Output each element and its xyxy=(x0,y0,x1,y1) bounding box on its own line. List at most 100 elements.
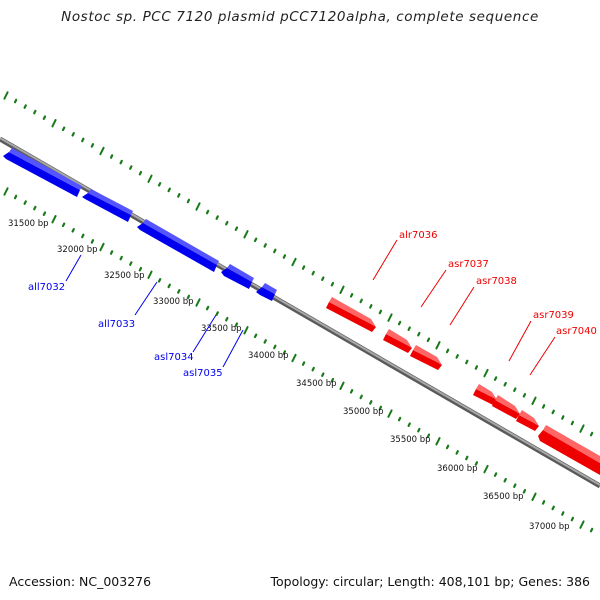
bp-label: 34000 bp xyxy=(248,351,289,361)
gene-label-asr7038[interactable]: asr7038 xyxy=(476,276,517,287)
tick-mark xyxy=(541,404,546,409)
tick-mark xyxy=(61,126,66,132)
gene-label-asl7034[interactable]: asl7034 xyxy=(154,352,194,363)
gene-arrow-asr7038[interactable] xyxy=(410,345,442,370)
tick-mark xyxy=(493,376,498,381)
bp-label: 32500 bp xyxy=(104,271,145,281)
gene-label-asr7037[interactable]: asr7037 xyxy=(448,259,489,270)
tick-mark xyxy=(225,316,229,322)
gene-arrow-next[interactable] xyxy=(538,425,600,475)
tick-mark xyxy=(311,366,315,372)
gene-arrow-all7032[interactable] xyxy=(3,148,82,197)
map-title: Nostoc sp. PCC 7120 plasmid pCC7120alpha… xyxy=(61,9,539,25)
tick-mark xyxy=(435,437,441,446)
tick-mark xyxy=(167,283,171,289)
tick-mark xyxy=(455,450,459,455)
tick-mark xyxy=(330,377,335,383)
tick-mark xyxy=(234,322,239,327)
tick-mark xyxy=(435,341,441,350)
tick-mark xyxy=(129,165,133,170)
bp-label: 35000 bp xyxy=(343,407,384,417)
tick-mark xyxy=(407,422,411,427)
forward-strand-genes xyxy=(326,297,600,475)
tick-mark xyxy=(397,416,402,422)
tick-mark xyxy=(157,278,162,283)
tick-mark xyxy=(369,400,373,405)
gene-label-asr7040[interactable]: asr7040 xyxy=(556,326,597,337)
tick-mark xyxy=(407,326,411,331)
tick-mark xyxy=(234,226,239,231)
tick-mark xyxy=(99,146,105,156)
gene-arrow-asr7039[interactable] xyxy=(473,384,497,405)
gene-arrow-asl7035[interactable] xyxy=(256,283,277,301)
tick-mark xyxy=(369,304,373,309)
tick-mark xyxy=(282,350,287,355)
tick-mark xyxy=(13,194,18,200)
tick-mark xyxy=(253,237,258,243)
gene-label-asr7039[interactable]: asr7039 xyxy=(533,310,574,321)
gene-arrow-all7033b[interactable] xyxy=(137,219,219,272)
gene-label-all7033[interactable]: all7033 xyxy=(98,319,135,330)
tick-mark xyxy=(561,415,565,420)
tick-mark xyxy=(417,427,421,433)
tick-mark xyxy=(33,205,37,211)
tick-mark xyxy=(522,393,527,398)
tick-mark xyxy=(301,361,306,366)
gene-arrow-all7033[interactable] xyxy=(82,189,133,222)
gene-label-asl7035[interactable]: asl7035 xyxy=(183,368,223,379)
tick-mark xyxy=(321,276,325,281)
tick-mark xyxy=(3,91,9,100)
tick-mark xyxy=(90,239,95,244)
tick-mark xyxy=(195,202,201,211)
tick-mark xyxy=(81,137,85,143)
tick-mark xyxy=(273,344,277,350)
tick-mark xyxy=(177,193,181,198)
gene-label-alr7036[interactable]: alr7036 xyxy=(399,230,437,241)
tick-mark xyxy=(177,289,181,294)
tick-mark xyxy=(109,154,114,159)
bp-label: 36000 bp xyxy=(437,464,478,474)
tick-mark xyxy=(541,500,546,505)
tick-mark xyxy=(579,424,585,433)
tick-mark xyxy=(513,387,517,392)
lower-tick-track xyxy=(3,187,594,533)
gene-arrow-alr7036[interactable] xyxy=(326,297,376,332)
tick-mark xyxy=(157,182,162,187)
tick-mark xyxy=(493,472,498,477)
tick-mark xyxy=(551,505,555,511)
tick-mark xyxy=(503,477,507,483)
gene-arrow-asr7040[interactable] xyxy=(516,410,539,431)
tick-mark xyxy=(3,187,9,196)
tick-mark xyxy=(426,433,431,439)
tick-mark xyxy=(474,461,479,466)
tick-mark xyxy=(397,320,402,326)
bp-label: 34500 bp xyxy=(296,379,337,389)
tick-mark xyxy=(387,313,393,322)
tick-mark xyxy=(349,389,354,394)
tick-mark xyxy=(339,381,345,390)
tick-mark xyxy=(522,489,527,494)
tick-mark xyxy=(483,368,489,378)
tick-mark xyxy=(119,159,123,165)
gene-label-all7032[interactable]: all7032 xyxy=(28,282,65,293)
tick-mark xyxy=(445,444,450,450)
tick-mark xyxy=(417,331,421,337)
bp-label: 33500 bp xyxy=(201,324,242,334)
tick-mark xyxy=(215,311,219,316)
bp-label: 35500 bp xyxy=(390,435,431,445)
bp-label: 36500 bp xyxy=(483,492,524,502)
tick-mark xyxy=(33,109,37,115)
tick-mark xyxy=(301,265,306,270)
tick-mark xyxy=(321,372,325,377)
tick-mark xyxy=(349,293,354,298)
gene-arrow-asr7037[interactable] xyxy=(383,329,412,353)
tick-mark xyxy=(465,359,469,365)
tick-mark xyxy=(205,305,210,311)
gene-arrow-asr7039b[interactable] xyxy=(492,395,520,419)
bp-label: 32000 bp xyxy=(57,245,98,255)
gene-arrow-asl7034[interactable] xyxy=(221,264,254,289)
bp-label: 37000 bp xyxy=(529,522,570,532)
tick-mark xyxy=(378,405,383,411)
tick-mark xyxy=(426,337,431,343)
tick-mark xyxy=(570,516,575,522)
